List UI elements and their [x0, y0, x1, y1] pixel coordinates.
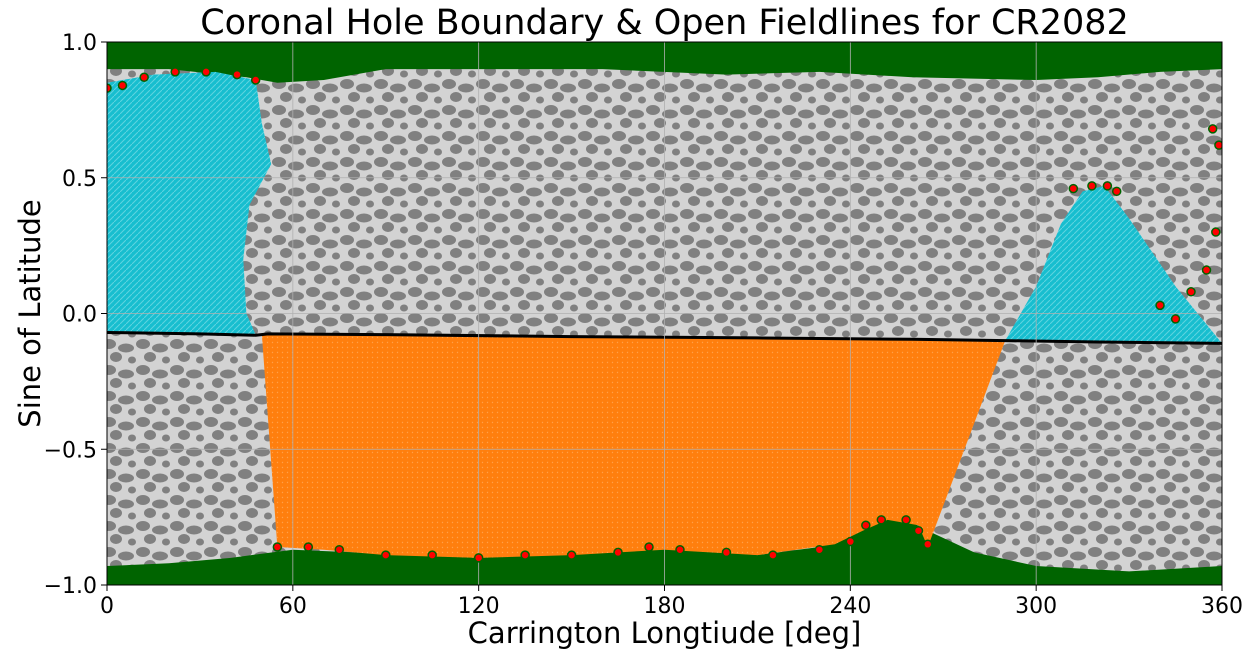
y-tick-label: 1.0 [62, 31, 97, 56]
boundary-point [272, 542, 283, 552]
boundary-point [814, 544, 825, 555]
x-tick-label: 240 [829, 594, 871, 619]
boundary-point [303, 542, 314, 552]
x-axis-ticks: 0 60 120 180 240 300 360 [100, 585, 1243, 619]
boundary-point [1170, 314, 1181, 324]
boundary-point [1214, 140, 1222, 150]
markers-layer [107, 67, 1222, 563]
y-tick-label: 0.0 [62, 303, 97, 328]
x-tick-label: 0 [100, 594, 114, 619]
boundary-point [232, 69, 242, 80]
y-axis-ticks: −1.0 −0.5 0.0 0.5 1.0 [44, 31, 107, 599]
boundary-point [139, 72, 149, 83]
boundary-point [721, 547, 732, 558]
boundary-point [201, 67, 211, 77]
boundary-point [381, 550, 391, 560]
gridlines [107, 42, 1222, 585]
boundary-point [520, 550, 530, 560]
plot-area [107, 42, 1222, 585]
boundary-point [1155, 300, 1165, 311]
x-axis-label: Carrington Longtiude [deg] [468, 616, 862, 650]
x-tick-label: 180 [644, 594, 686, 619]
boundary-point [1111, 186, 1122, 197]
boundary-point [334, 544, 345, 555]
y-axis-label: Sine of Latitude [13, 199, 47, 427]
boundary-point [1207, 124, 1218, 134]
boundary-point [427, 550, 437, 560]
x-tick-label: 60 [279, 594, 307, 619]
chart-title: Coronal Hole Boundary & Open Fieldlines … [200, 3, 1129, 43]
y-tick-label: −0.5 [44, 438, 97, 463]
boundary-point [613, 547, 623, 558]
boundary-point [107, 83, 112, 93]
open-fieldlines-north-west [107, 71, 272, 335]
boundary-point [566, 550, 577, 560]
boundary-point [1102, 181, 1113, 191]
open-fieldlines-north-east [1005, 185, 1222, 344]
boundary-point [901, 515, 911, 525]
y-tick-label: −1.0 [44, 574, 97, 599]
boundary-point [768, 550, 778, 560]
boundary-point [1087, 181, 1097, 191]
boundary-point [644, 542, 654, 552]
boundary-point [1068, 183, 1079, 194]
x-tick-label: 300 [1015, 594, 1057, 619]
boundary-point [923, 539, 933, 550]
boundary-point [250, 75, 261, 85]
y-tick-label: 0.5 [62, 167, 97, 192]
x-tick-label: 360 [1201, 594, 1243, 619]
boundary-point [473, 553, 484, 563]
boundary-point [913, 525, 924, 536]
boundary-point [1201, 265, 1212, 275]
boundary-point [1211, 227, 1221, 237]
open-fieldlines-south [261, 334, 1006, 558]
x-tick-label: 120 [458, 594, 500, 619]
boundary-point [675, 544, 685, 555]
boundary-point [861, 520, 871, 531]
boundary-point [845, 536, 856, 547]
boundary-point [876, 515, 887, 525]
boundary-point [170, 67, 180, 77]
boundary-point [1186, 287, 1196, 297]
boundary-point [117, 80, 128, 91]
